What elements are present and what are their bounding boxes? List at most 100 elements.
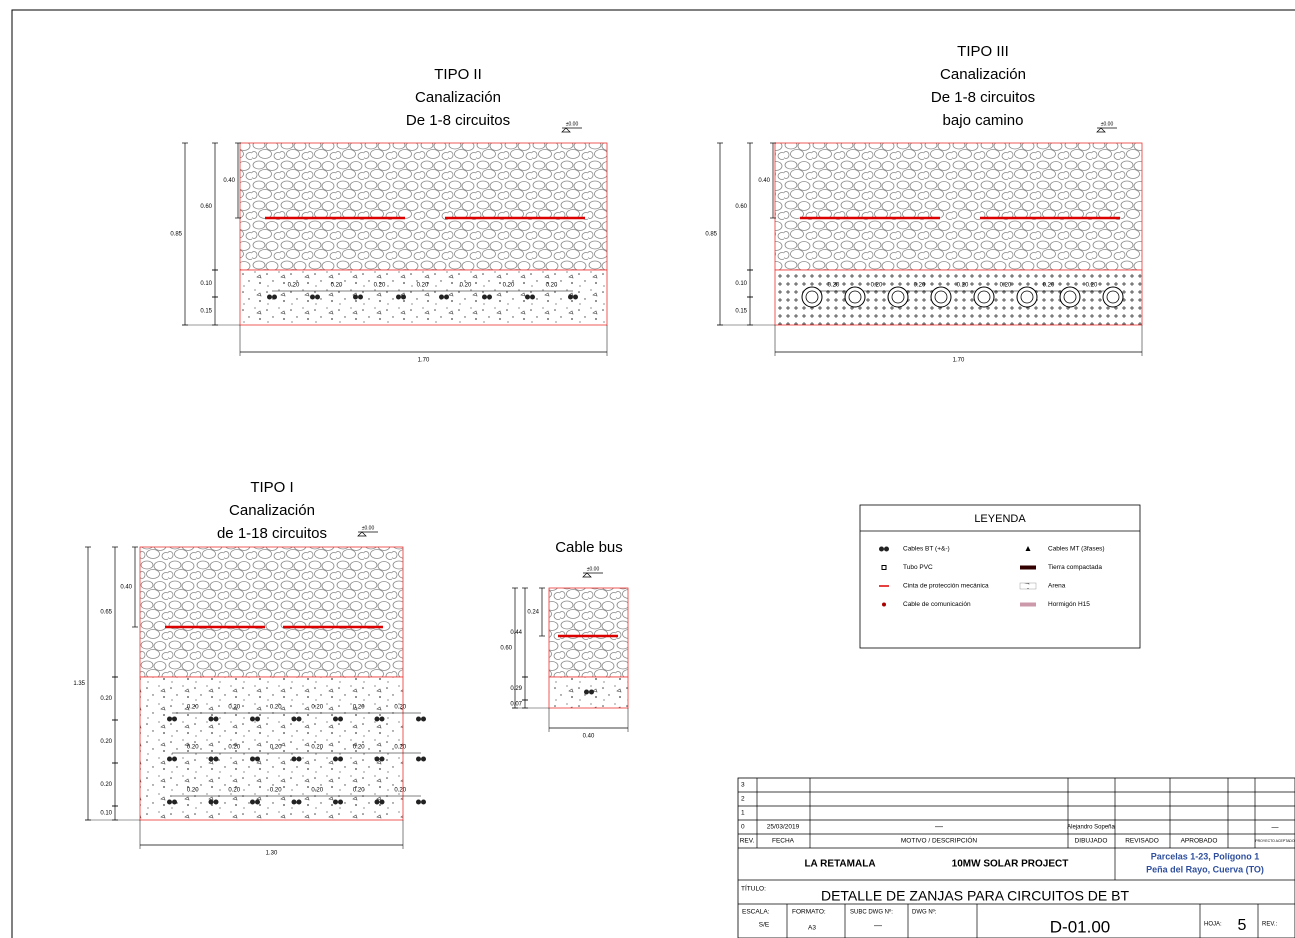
- legend-symbol: [882, 603, 886, 607]
- section-title: TIPO II: [434, 66, 482, 83]
- spacing-label: 0.20: [1043, 283, 1055, 289]
- cable-symbol: [888, 287, 908, 307]
- cable-symbol: [333, 717, 338, 722]
- rev-cell: 1: [741, 810, 745, 817]
- cable-symbol: [358, 295, 363, 300]
- dimension-label: 0.20: [100, 739, 112, 745]
- spacing-label: 0.20: [288, 283, 300, 289]
- spacing-label: 0.20: [394, 705, 406, 711]
- cable-symbol: [172, 717, 177, 722]
- date-cell: 25/03/2019: [767, 824, 800, 831]
- cable-symbol: [250, 800, 255, 805]
- cable-symbol: [444, 295, 449, 300]
- section-title: Canalización: [229, 502, 315, 519]
- dimension-label: 1.70: [953, 358, 965, 364]
- legend-item: Cables BT (+&-): [903, 546, 950, 553]
- cable-symbol: [421, 717, 426, 722]
- legend-symbol: [1020, 566, 1036, 570]
- legend-item: Hormigón H15: [1048, 601, 1090, 608]
- spacing-label: 0.20: [187, 788, 199, 794]
- cable-symbol: [214, 800, 219, 805]
- client: LA RETAMALA: [804, 859, 875, 870]
- legend-box: [860, 505, 1140, 648]
- scale: S/E: [759, 922, 770, 929]
- location: Peña del Rayo, Cuerva (TO): [1146, 864, 1264, 874]
- section-title: TIPO III: [957, 43, 1009, 60]
- page: {"sections": { "tipo_ii": {"title": ["TI…: [0, 0, 1295, 938]
- dimension-label: 0.44: [510, 630, 522, 636]
- rev-cell: 2: [741, 796, 745, 803]
- dimension-label: 0.29: [510, 686, 522, 692]
- sheet-label: HOJA:: [1204, 922, 1222, 928]
- cable-symbol: [338, 800, 343, 805]
- header-cell: REVISADO: [1125, 838, 1159, 845]
- cable-symbol: [421, 800, 426, 805]
- spacing-label: 0.20: [270, 788, 282, 794]
- section-title: bajo camino: [943, 112, 1024, 129]
- description-cell: —: [935, 822, 943, 831]
- spacing-label: 0.20: [914, 283, 926, 289]
- drawing-sheet: TIPO IICanalizaciónDe 1-8 circuitos±0.00…: [0, 0, 1295, 938]
- cable-symbol: [167, 757, 172, 762]
- legend-item: Tierra compactada: [1048, 564, 1102, 571]
- cable-symbol: [416, 717, 421, 722]
- scale-label: ESCALA:: [742, 909, 770, 916]
- dimension-label: 0.40: [583, 734, 595, 740]
- cable-symbol: [375, 757, 380, 762]
- cable-symbol: [297, 757, 302, 762]
- bed-layer: [775, 270, 1142, 325]
- cable-symbol: [802, 287, 822, 307]
- legend-item: Cables MT (3fases): [1048, 546, 1105, 553]
- header-cell: PROYECTO ACEPTADO: [1255, 839, 1295, 843]
- cable-symbol: [338, 757, 343, 762]
- level-mark: [562, 128, 570, 132]
- cable-symbol: [209, 757, 214, 762]
- section-title: Cable bus: [555, 539, 623, 556]
- cable-symbol: [568, 295, 573, 300]
- cable-symbol: [884, 547, 889, 552]
- cable-symbol: [1017, 287, 1037, 307]
- cable-symbol: [255, 717, 260, 722]
- project: 10MW SOLAR PROJECT: [952, 859, 1069, 870]
- spacing-label: 0.20: [187, 705, 199, 711]
- cable-symbol: [338, 717, 343, 722]
- cable-symbol: [416, 800, 421, 805]
- cable-symbol: [214, 757, 219, 762]
- dimension-label: 0.15: [735, 309, 747, 315]
- spacing-label: 0.20: [331, 283, 343, 289]
- section-title: TIPO I: [250, 479, 293, 496]
- dimension-label: 0.60: [500, 646, 512, 652]
- legend-item: Cable de comunicación: [903, 601, 971, 608]
- drawing-title: DETALLE DE ZANJAS PARA CIRCUITOS DE BT: [821, 888, 1130, 904]
- dwg-number: D-01.00: [1050, 917, 1110, 936]
- spacing-label: 0.20: [270, 705, 282, 711]
- level-label: ±0.00: [587, 566, 600, 572]
- cable-symbol: [255, 757, 260, 762]
- format-label: FORMATO:: [792, 909, 826, 916]
- cable-symbol: [845, 287, 865, 307]
- cable-symbol: [584, 690, 589, 695]
- drawn-cell: Alejandro Sopeña: [1067, 825, 1115, 831]
- dimension-label: 0.20: [100, 696, 112, 702]
- spacing-label: 0.20: [503, 283, 515, 289]
- cable-symbol: [487, 295, 492, 300]
- section-title: Canalización: [940, 66, 1026, 83]
- cable-symbol: [589, 690, 594, 695]
- cable-symbol: [255, 800, 260, 805]
- legend-title: LEYENDA: [974, 513, 1026, 525]
- level-mark: [583, 573, 591, 577]
- dimension-label: 0.10: [735, 281, 747, 287]
- cable-symbol: [172, 757, 177, 762]
- cable-symbol: [530, 295, 535, 300]
- legend-symbol: [1020, 583, 1036, 589]
- gravel-layer: [240, 143, 607, 270]
- dimension-label: 0.24: [527, 610, 539, 616]
- header-cell: APROBADO: [1181, 838, 1218, 845]
- cable-symbol: [292, 717, 297, 722]
- title-label: TÍTULO:: [741, 884, 766, 893]
- cable-symbol: [380, 757, 385, 762]
- spacing-label: 0.20: [353, 788, 365, 794]
- rev-cell: 3: [741, 782, 745, 789]
- cable-symbol: [1103, 287, 1123, 307]
- cable-symbol: [167, 800, 172, 805]
